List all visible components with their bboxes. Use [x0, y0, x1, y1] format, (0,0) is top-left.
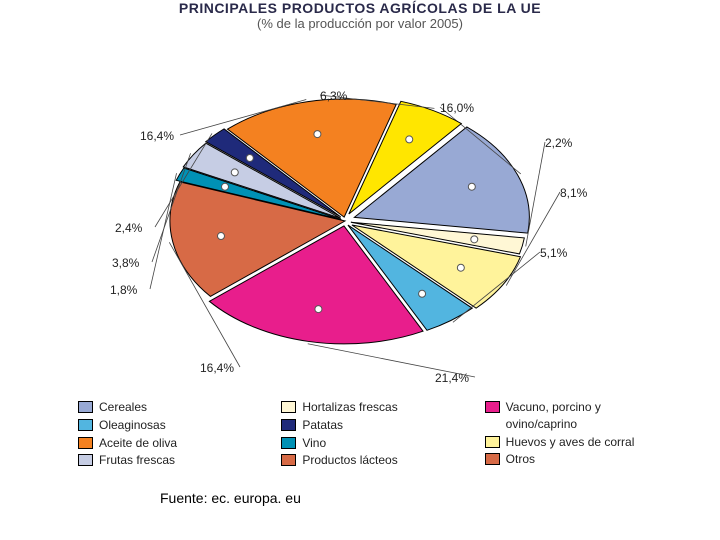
legend-label: Vacuno, porcino y ovino/caprino — [506, 399, 660, 433]
dot-frutas — [231, 169, 238, 176]
pct-lacteos: 16,4% — [140, 129, 174, 143]
legend-swatch — [485, 401, 500, 413]
dot-hortalizas — [471, 236, 478, 243]
pie-svg — [0, 31, 720, 391]
legend-label: Frutas frescas — [99, 452, 175, 469]
dot-huevos — [457, 264, 464, 271]
legend-label: Patatas — [302, 417, 343, 434]
legend-column: Hortalizas frescasPatatasVinoProductos l… — [281, 399, 456, 470]
legend-label: Hortalizas frescas — [302, 399, 397, 416]
legend-swatch — [281, 437, 296, 449]
legend-item: Frutas frescas — [78, 452, 253, 469]
legend-item: Hortalizas frescas — [281, 399, 456, 416]
legend-item: Huevos y aves de corral — [485, 434, 660, 451]
legend-label: Productos lácteos — [302, 452, 397, 469]
legend-label: Huevos y aves de corral — [506, 434, 635, 451]
pct-patatas: 2,4% — [115, 221, 142, 235]
legend-swatch — [281, 419, 296, 431]
pct-hortalizas: 2,2% — [545, 136, 572, 150]
legend-label: Oleaginosas — [99, 417, 166, 434]
legend-swatch — [485, 436, 500, 448]
pct-aceite: 6,3% — [320, 89, 347, 103]
dot-otros — [217, 233, 224, 240]
legend-swatch — [281, 454, 296, 466]
pct-frutas: 3,8% — [112, 256, 139, 270]
dot-vacuno — [315, 306, 322, 313]
leader-hortalizas — [526, 142, 545, 246]
legend: CerealesOleaginosasAceite de olivaFrutas… — [0, 391, 720, 470]
legend-item: Oleaginosas — [78, 417, 253, 434]
legend-label: Otros — [506, 451, 535, 468]
legend-swatch — [78, 437, 93, 449]
legend-column: CerealesOleaginosasAceite de olivaFrutas… — [78, 399, 253, 470]
source-text: Fuente: ec. europa. eu — [0, 470, 720, 506]
legend-label: Cereales — [99, 399, 147, 416]
dot-patatas — [246, 154, 253, 161]
legend-item: Productos lácteos — [281, 452, 456, 469]
legend-item: Otros — [485, 451, 660, 468]
legend-column: Vacuno, porcino y ovino/caprinoHuevos y … — [485, 399, 660, 470]
legend-swatch — [78, 401, 93, 413]
dot-lacteos — [314, 131, 321, 138]
legend-swatch — [78, 454, 93, 466]
chart-subtitle: (% de la producción por valor 2005) — [0, 16, 720, 31]
legend-item: Vacuno, porcino y ovino/caprino — [485, 399, 660, 433]
legend-item: Vino — [281, 435, 456, 452]
dot-oleaginosas — [419, 290, 426, 297]
pct-huevos: 8,1% — [560, 186, 587, 200]
legend-item: Cereales — [78, 399, 253, 416]
pct-otros: 16,4% — [200, 361, 234, 375]
pct-oleaginosas: 5,1% — [540, 246, 567, 260]
pie-chart: 16,0% 2,2% 8,1% 5,1% 21,4% 16,4% 1,8% 3,8% 2,4% 1… — [0, 31, 720, 391]
legend-swatch — [485, 453, 500, 465]
pct-vino: 1,8% — [110, 283, 137, 297]
legend-label: Aceite de oliva — [99, 435, 177, 452]
pct-vacuno: 21,4% — [435, 371, 469, 385]
dot-aceite — [406, 136, 413, 143]
legend-item: Aceite de oliva — [78, 435, 253, 452]
chart-title: PRINCIPALES PRODUCTOS AGRÍCOLAS DE LA UE — [0, 0, 720, 16]
legend-swatch — [78, 419, 93, 431]
legend-label: Vino — [302, 435, 326, 452]
dot-cereales — [468, 183, 475, 190]
pct-cereales: 16,0% — [440, 101, 474, 115]
dot-vino — [221, 183, 228, 190]
legend-swatch — [281, 401, 296, 413]
legend-item: Patatas — [281, 417, 456, 434]
